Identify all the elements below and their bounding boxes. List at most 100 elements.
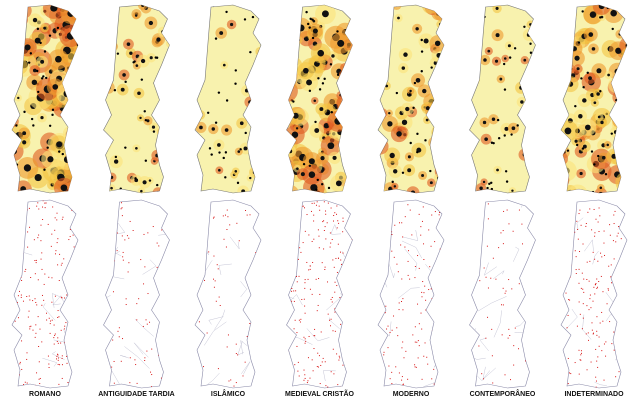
site: [311, 293, 313, 295]
site: [589, 298, 591, 300]
boundary: [262, 375, 270, 386]
site: [591, 229, 593, 231]
site: [306, 382, 308, 384]
site: [103, 346, 104, 348]
site: [382, 225, 384, 227]
site: [318, 247, 320, 249]
site: [29, 299, 31, 301]
site: [254, 336, 256, 338]
site: [315, 188, 318, 191]
site: [595, 376, 597, 378]
site: [581, 328, 583, 330]
dot: [198, 113, 203, 117]
site: [12, 378, 14, 380]
site: [613, 214, 615, 216]
site: [291, 221, 293, 223]
dot: [499, 77, 503, 81]
dot: [347, 181, 352, 186]
dot: [71, 166, 78, 175]
dot: [109, 175, 114, 180]
site: [582, 303, 584, 305]
dot: [616, 122, 622, 128]
halo: [561, 172, 570, 189]
site: [103, 220, 105, 222]
site: [414, 341, 416, 343]
site: [143, 110, 146, 113]
site: [625, 206, 627, 208]
site: [124, 239, 126, 241]
site: [420, 70, 423, 73]
proportional-map: [103, 4, 170, 194]
site: [469, 226, 471, 228]
period-label: MEDIEVAL CRISTÃO: [285, 389, 355, 398]
site: [117, 330, 119, 332]
site: [12, 293, 14, 295]
dot: [146, 119, 150, 123]
site: [304, 312, 306, 314]
halo: [66, 74, 78, 87]
site: [424, 285, 426, 287]
site: [327, 111, 330, 115]
site: [391, 371, 393, 373]
site: [297, 370, 299, 372]
site: [20, 273, 22, 275]
site: [424, 342, 426, 344]
site: [160, 377, 162, 379]
dot: [69, 88, 78, 96]
site: [290, 203, 292, 205]
site: [152, 130, 156, 133]
halo: [345, 143, 353, 160]
site: [433, 204, 435, 206]
site: [19, 222, 21, 224]
site: [127, 271, 129, 273]
site: [398, 309, 400, 311]
dot: [617, 117, 624, 124]
site: [605, 341, 607, 343]
halo: [12, 27, 23, 49]
site: [292, 100, 295, 103]
site: [107, 141, 110, 144]
halo: [286, 80, 298, 102]
site: [597, 366, 599, 368]
site: [14, 315, 16, 317]
site: [309, 268, 311, 270]
site: [312, 261, 314, 263]
site: [286, 308, 288, 310]
site: [503, 134, 506, 137]
halo: [348, 18, 353, 26]
site: [56, 26, 60, 30]
dot: [616, 153, 624, 160]
site: [485, 276, 487, 278]
site: [234, 82, 237, 85]
site: [36, 27, 40, 31]
site: [68, 317, 70, 319]
site: [442, 249, 444, 251]
site: [196, 63, 200, 66]
site: [129, 357, 131, 359]
site: [618, 267, 620, 269]
site: [596, 334, 598, 336]
site: [287, 54, 291, 57]
boundary: [158, 233, 170, 238]
site: [26, 352, 28, 354]
dot: [531, 85, 535, 89]
country-shape: [11, 199, 79, 389]
site: [65, 302, 67, 304]
site: [247, 309, 249, 311]
site: [61, 377, 63, 379]
site: [378, 330, 380, 332]
site: [336, 213, 338, 215]
dot: [297, 24, 305, 32]
site: [125, 304, 127, 306]
site: [121, 215, 123, 217]
site: [529, 309, 531, 311]
site: [578, 268, 580, 270]
site: [308, 89, 312, 93]
site: [51, 108, 55, 112]
site: [246, 214, 248, 216]
site: [629, 340, 630, 341]
site: [401, 379, 403, 381]
site: [323, 220, 325, 222]
dot: [17, 63, 23, 70]
site: [29, 328, 31, 330]
